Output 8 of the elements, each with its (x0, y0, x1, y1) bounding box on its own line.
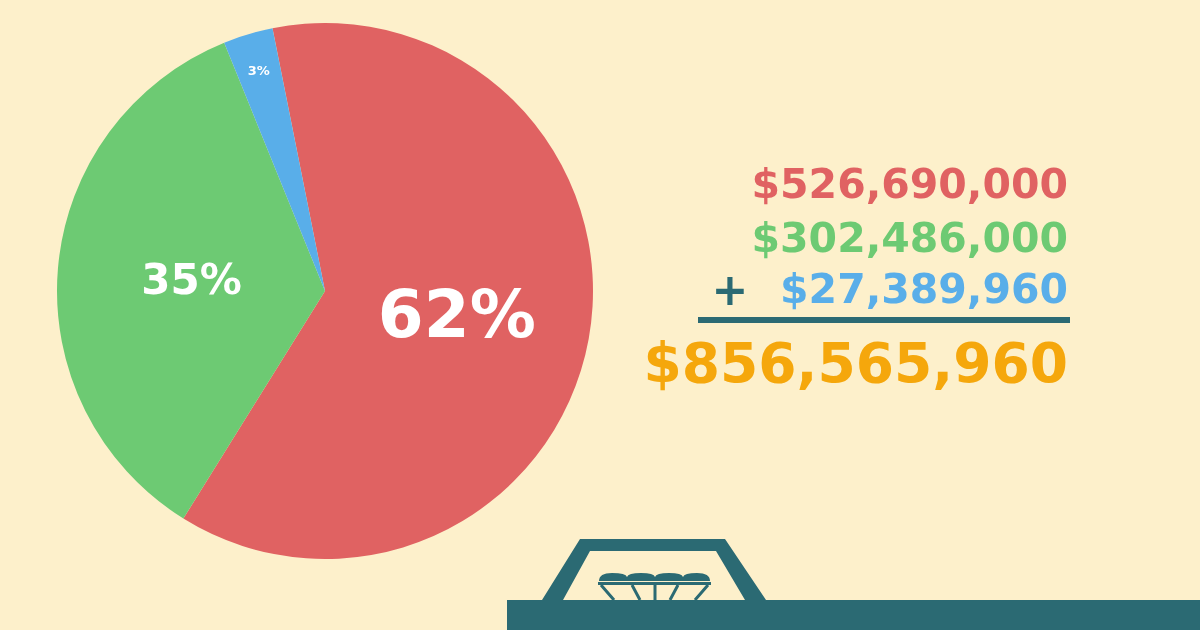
text: + (711, 263, 749, 315)
data-label: 35% (141, 255, 242, 305)
text: $27,389,960 (780, 265, 1068, 313)
data-label: 3% (247, 62, 270, 78)
text: $526,690,000 (751, 160, 1068, 208)
text: $302,486,000 (751, 214, 1068, 262)
text: $856,565,960 (643, 331, 1068, 395)
data-label: 62% (377, 276, 536, 354)
